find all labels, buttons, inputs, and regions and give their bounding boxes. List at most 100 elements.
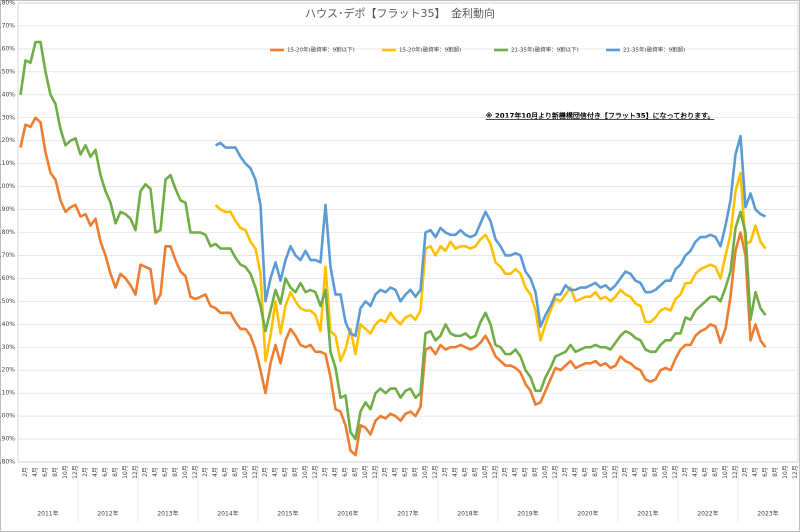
x-tick-label: 10月: [602, 465, 609, 479]
y-tick-label: 1.90%: [0, 206, 15, 213]
x-tick-label: 8月: [172, 467, 179, 477]
x-tick-label: 12月: [252, 465, 259, 479]
x-tick-label: 4月: [272, 467, 279, 477]
x-tick-label: 10月: [362, 465, 369, 479]
x-tick-label: 10月: [302, 465, 309, 479]
x-group-label: 2016年: [337, 510, 358, 518]
y-tick-label: 0.80%: [0, 459, 15, 466]
y-tick-label: 2.30%: [0, 114, 15, 121]
x-tick-label: 6月: [642, 467, 649, 477]
x-tick-label: 8月: [772, 467, 779, 477]
x-tick-label: 8月: [532, 467, 539, 477]
plot-frame: [17, 2, 799, 463]
x-tick-label: 6月: [762, 467, 769, 477]
x-tick-label: 10月: [422, 465, 429, 479]
x-tick-label: 12月: [672, 465, 679, 479]
x-tick-label: 4月: [632, 467, 639, 477]
series-line: [214, 134, 767, 338]
x-tick-label: 2月: [562, 467, 569, 477]
x-tick-label: 10月: [182, 465, 189, 479]
x-tick-label: 8月: [712, 467, 719, 477]
x-tick-label: 2月: [322, 467, 329, 477]
y-tick-label: 2.10%: [0, 160, 15, 167]
x-tick-label: 4月: [572, 467, 579, 477]
legend-label: 21-35年(融資率：9割以下): [511, 46, 579, 54]
x-tick-label: 4月: [692, 467, 699, 477]
y-tick-label: 1.20%: [0, 367, 15, 374]
x-tick-label: 6月: [42, 467, 49, 477]
x-tick-label: 8月: [352, 467, 359, 477]
x-group-label: 2020年: [577, 510, 598, 518]
x-tick-label: 6月: [522, 467, 529, 477]
x-tick-label: 4月: [152, 467, 159, 477]
x-tick-label: 12月: [552, 465, 559, 479]
x-tick-label: 10月: [542, 465, 549, 479]
x-tick-label: 2月: [742, 467, 749, 477]
legend-label: 15-20年(融資率：9割以下): [287, 46, 355, 54]
x-group-label: 2014年: [217, 510, 238, 518]
x-tick-label: 12月: [792, 465, 799, 479]
x-tick-label: 8月: [232, 467, 239, 477]
x-group-label: 2012年: [97, 510, 118, 518]
x-group-label: 2015年: [277, 510, 298, 518]
y-tick-label: 1.60%: [0, 275, 15, 282]
x-tick-label: 6月: [402, 467, 409, 477]
x-tick-label: 2月: [622, 467, 629, 477]
x-tick-label: 6月: [702, 467, 709, 477]
y-tick-label: 1.00%: [0, 413, 15, 420]
chart-title: ハウス･デポ【フラット35】 金利動向: [305, 6, 495, 20]
x-group-label: 2018年: [457, 510, 478, 518]
x-tick-label: 2月: [262, 467, 269, 477]
legend-label: 15-20年(融資率：9割超): [399, 46, 461, 54]
x-tick-label: 2月: [202, 467, 209, 477]
y-tick-label: 1.30%: [0, 344, 15, 351]
x-tick-label: 8月: [52, 467, 59, 477]
x-tick-label: 4月: [512, 467, 519, 477]
x-tick-label: 8月: [112, 467, 119, 477]
x-tick-label: 12月: [372, 465, 379, 479]
x-tick-label: 2月: [442, 467, 449, 477]
x-tick-label: 12月: [72, 465, 79, 479]
x-group-label: 2021年: [637, 510, 658, 518]
y-tick-label: 2.70%: [0, 22, 15, 29]
x-tick-label: 4月: [332, 467, 339, 477]
x-tick-label: 2月: [382, 467, 389, 477]
x-tick-label: 4月: [32, 467, 39, 477]
y-tick-label: 2.00%: [0, 183, 15, 190]
x-tick-label: 4月: [92, 467, 99, 477]
x-tick-label: 4月: [752, 467, 759, 477]
x-tick-label: 6月: [162, 467, 169, 477]
x-tick-label: 10月: [122, 465, 129, 479]
legend-label: 21-35年(融資率：9割超): [623, 46, 685, 54]
series-line: [214, 171, 767, 363]
y-tick-label: 2.60%: [0, 45, 15, 52]
y-tick-label: 0.90%: [0, 436, 15, 443]
x-tick-label: 2月: [82, 467, 89, 477]
x-group-label: 2019年: [517, 510, 538, 518]
y-tick-label: 1.50%: [0, 298, 15, 305]
x-tick-label: 10月: [482, 465, 489, 479]
x-group-label: 2013年: [157, 510, 178, 518]
series-line: [19, 40, 767, 441]
y-tick-label: 1.10%: [0, 390, 15, 397]
series-line: [19, 116, 767, 457]
x-group-label: 2011年: [37, 510, 58, 518]
x-tick-label: 12月: [492, 465, 499, 479]
x-tick-label: 6月: [222, 467, 229, 477]
x-tick-label: 2月: [142, 467, 149, 477]
x-tick-label: 12月: [732, 465, 739, 479]
x-tick-label: 8月: [292, 467, 299, 477]
x-tick-label: 12月: [132, 465, 139, 479]
x-tick-label: 12月: [432, 465, 439, 479]
x-tick-label: 8月: [652, 467, 659, 477]
x-tick-label: 2月: [682, 467, 689, 477]
y-tick-label: 2.40%: [0, 91, 15, 98]
x-tick-label: 6月: [342, 467, 349, 477]
x-group-label: 2022年: [697, 510, 718, 518]
x-tick-label: 2月: [22, 467, 29, 477]
x-tick-label: 8月: [412, 467, 419, 477]
y-tick-label: 1.40%: [0, 321, 15, 328]
x-tick-label: 4月: [212, 467, 219, 477]
